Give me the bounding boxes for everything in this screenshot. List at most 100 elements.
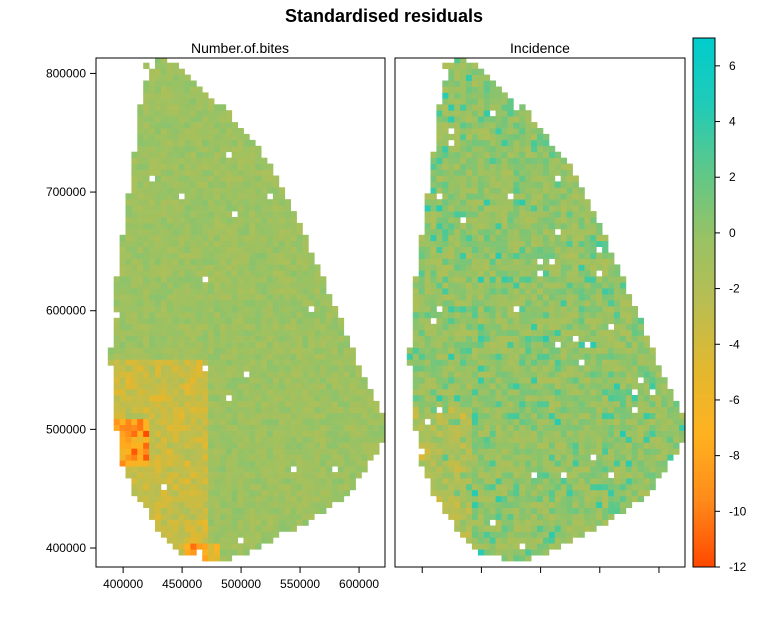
heatmap-cell (531, 365, 538, 372)
heatmap-cell (614, 300, 621, 307)
heatmap-cell (166, 300, 174, 307)
heatmap-cell (149, 442, 156, 449)
heatmap-cell (202, 466, 209, 473)
heatmap-cell (590, 211, 597, 218)
heatmap-cell (172, 543, 179, 550)
heatmap-cell (290, 454, 297, 461)
heatmap-cell (178, 436, 185, 443)
heatmap-cell (184, 335, 191, 342)
heatmap-cell (507, 128, 514, 135)
heatmap-cell (320, 371, 327, 378)
heatmap-cell (231, 139, 238, 147)
heatmap-cell (184, 329, 191, 336)
heatmap-cell (143, 377, 150, 384)
heatmap-cell (208, 353, 215, 360)
heatmap-cell (155, 211, 162, 218)
heatmap-cell (355, 424, 362, 431)
heatmap-cell (184, 199, 191, 206)
heatmap-cell (178, 347, 185, 354)
heatmap-cell (149, 98, 156, 105)
heatmap-cell (326, 454, 333, 461)
heatmap-cell (454, 193, 461, 200)
heatmap-cell (143, 365, 150, 372)
heatmap-cell (172, 62, 179, 69)
heatmap-cell (637, 365, 644, 372)
heatmap-cell (602, 365, 609, 372)
heatmap-cell (543, 430, 550, 437)
heatmap-cell (160, 282, 168, 289)
heatmap-cell (471, 258, 479, 265)
heatmap-cell (560, 323, 567, 331)
heatmap-cell (483, 478, 491, 485)
heatmap-cell (519, 353, 526, 360)
heatmap-cell (454, 276, 461, 283)
heatmap-cell (614, 472, 621, 479)
heatmap-cell (160, 323, 168, 331)
heatmap-cell (190, 323, 197, 331)
heatmap-cell (237, 133, 244, 141)
heatmap-cell (430, 151, 437, 158)
heatmap-cell (131, 222, 138, 230)
heatmap-cell (412, 341, 420, 348)
heatmap-cell (418, 395, 425, 402)
heatmap-cell (284, 264, 291, 271)
heatmap-cell (584, 483, 591, 491)
heatmap-cell (137, 448, 144, 455)
heatmap-cell (454, 246, 461, 253)
heatmap-cell (119, 448, 126, 455)
heatmap-cell (566, 371, 573, 378)
heatmap-cell (155, 157, 162, 164)
heatmap-cell (477, 365, 485, 372)
heatmap-cell (501, 489, 508, 497)
heatmap-cell (172, 436, 179, 443)
heatmap-cell (155, 246, 162, 253)
heatmap-cell (519, 489, 526, 497)
heatmap-cell (489, 258, 496, 265)
heatmap-cell (637, 454, 644, 461)
heatmap-cell (208, 294, 215, 301)
heatmap-cell (284, 436, 291, 443)
heatmap-cell (471, 169, 479, 176)
heatmap-cell (460, 335, 467, 342)
heatmap-cell (667, 395, 674, 402)
heatmap-cell (602, 306, 609, 313)
heatmap-cell (249, 489, 256, 497)
heatmap-cell (261, 448, 268, 455)
heatmap-cell (507, 555, 514, 562)
heatmap-cell (572, 252, 579, 259)
heatmap-cell (160, 133, 168, 141)
heatmap-cell (225, 122, 233, 129)
heatmap-cell (572, 489, 579, 497)
heatmap-cell (501, 157, 508, 164)
heatmap-cell (418, 341, 425, 348)
heatmap-cell (243, 353, 250, 360)
heatmap-cell (531, 537, 538, 544)
heatmap-cell (231, 507, 238, 514)
heatmap-cell (436, 211, 443, 218)
heatmap-cell (349, 442, 356, 449)
heatmap-cell (278, 306, 286, 313)
heatmap-cell (619, 483, 627, 491)
heatmap-cell (584, 513, 591, 520)
heatmap-cell (590, 489, 597, 497)
heatmap-cell (501, 383, 508, 390)
heatmap-cell (619, 472, 627, 479)
heatmap-cell (477, 347, 485, 354)
heatmap-cell (649, 436, 656, 443)
heatmap-cell (249, 353, 256, 360)
heatmap-cell (477, 264, 485, 271)
heatmap-cell (320, 495, 327, 503)
heatmap-cell (172, 276, 179, 283)
heatmap-cell (160, 62, 168, 69)
heatmap-cell (361, 412, 368, 420)
heatmap-cell (125, 193, 132, 200)
heatmap-cell (507, 252, 514, 259)
heatmap-cell (331, 395, 339, 402)
heatmap-cell (196, 430, 203, 437)
heatmap-cell (471, 531, 479, 538)
heatmap-cell (531, 252, 538, 259)
heatmap-cell (596, 240, 603, 247)
heatmap-cell (430, 258, 437, 265)
heatmap-cell (625, 389, 633, 396)
heatmap-cell (208, 211, 215, 218)
